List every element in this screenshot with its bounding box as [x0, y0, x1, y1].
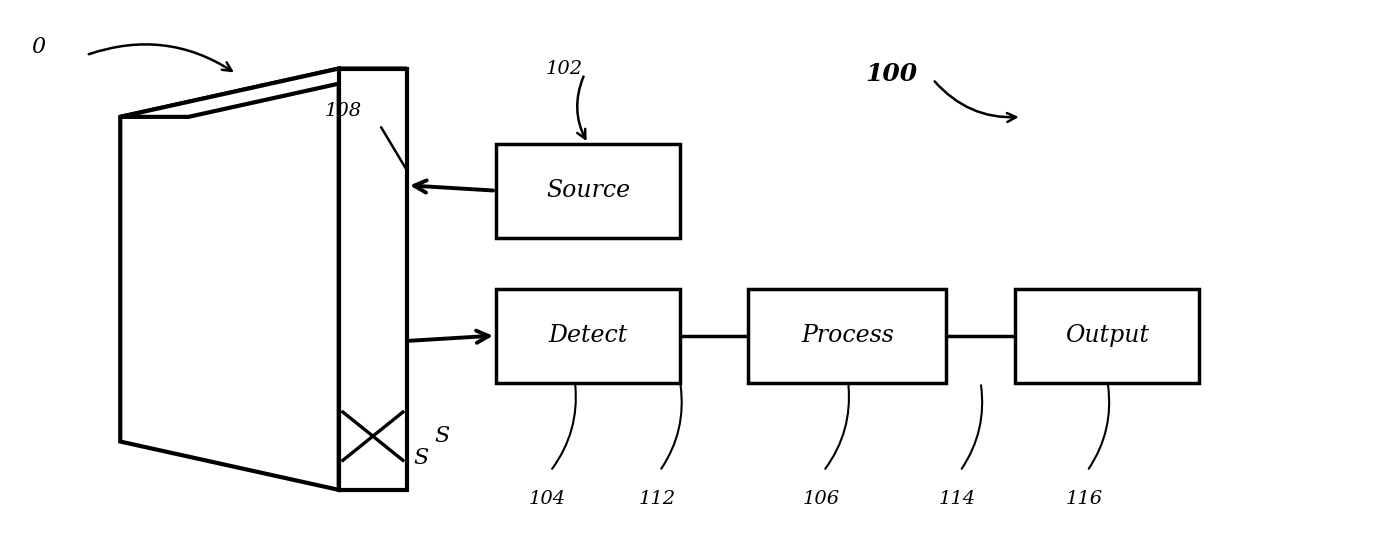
Text: 112: 112 [639, 490, 676, 508]
Text: 104: 104 [529, 490, 566, 508]
Text: Source: Source [545, 179, 631, 202]
Text: Detect: Detect [548, 324, 628, 347]
Text: Output: Output [1065, 324, 1149, 347]
Text: 108: 108 [324, 102, 361, 120]
Bar [496, 144, 680, 238]
Text: 114: 114 [938, 490, 976, 508]
Text: 106: 106 [802, 490, 840, 508]
Polygon shape [121, 69, 339, 490]
Text: S: S [434, 425, 449, 447]
Polygon shape [339, 69, 407, 490]
Polygon shape [121, 69, 407, 117]
Bar [749, 289, 947, 383]
Bar [496, 289, 680, 383]
Text: Process: Process [801, 324, 894, 347]
Text: S: S [414, 447, 429, 469]
Text: 116: 116 [1066, 490, 1103, 508]
Text: 0: 0 [32, 36, 45, 58]
Text: 102: 102 [545, 59, 583, 77]
Text: 100: 100 [866, 62, 918, 86]
Bar [1015, 289, 1200, 383]
